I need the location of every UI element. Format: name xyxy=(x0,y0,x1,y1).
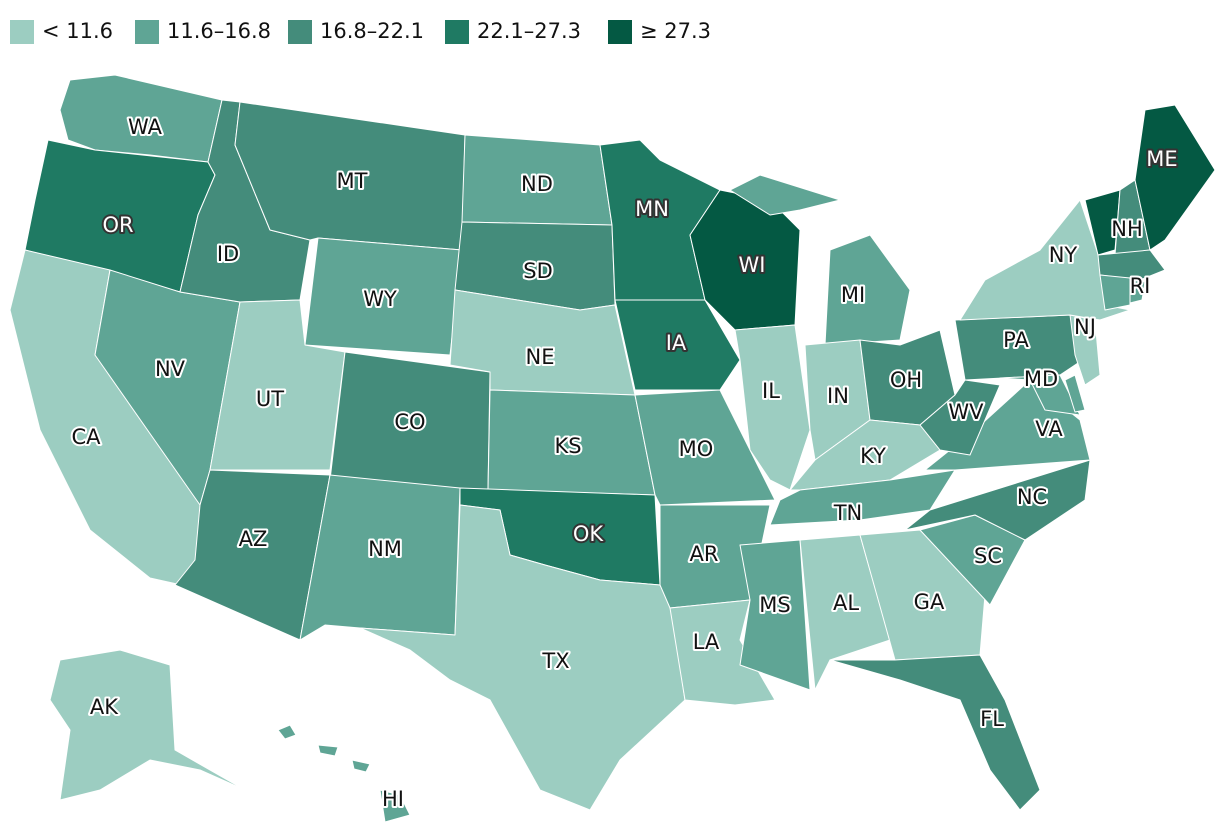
state-label: NY xyxy=(1049,243,1078,267)
state-shape xyxy=(317,744,339,757)
state-label: GA xyxy=(914,590,945,614)
state-shape xyxy=(999,374,1081,416)
state-shape xyxy=(829,654,1041,811)
state-label: RI xyxy=(1130,274,1151,298)
state-label: ME xyxy=(1146,147,1177,171)
state-shape xyxy=(379,789,411,823)
legend: < 11.6 11.6–16.8 16.8–22.1 22.1–27.3 ≥ 27.3 xyxy=(10,19,711,44)
states xyxy=(9,74,1216,823)
state-shape xyxy=(304,237,463,356)
state-shape xyxy=(1064,374,1086,413)
state-label: NV xyxy=(155,357,186,381)
legend-swatch xyxy=(445,20,469,44)
state-label: MD xyxy=(1024,367,1058,391)
state-label: NC xyxy=(1017,485,1047,509)
state-label: CO xyxy=(394,410,425,434)
state-label: IA xyxy=(666,331,687,355)
state-shape xyxy=(734,324,811,491)
legend-swatch xyxy=(135,20,159,44)
state-label: NE xyxy=(526,345,555,369)
state-label: SD xyxy=(523,259,553,283)
state-label: HI xyxy=(382,787,404,811)
state-label: LA xyxy=(693,630,720,654)
state-label: WA xyxy=(128,115,163,139)
state-shape xyxy=(739,539,811,691)
state-label: AK xyxy=(90,695,119,719)
state-label: WI xyxy=(739,253,766,277)
state-label: VA xyxy=(1035,417,1063,441)
state-shape xyxy=(59,74,223,163)
state-shape xyxy=(1099,274,1131,311)
legend-label: ≥ 27.3 xyxy=(640,19,711,43)
state-label: OK xyxy=(573,522,605,546)
state-shape xyxy=(614,299,741,391)
state-shape xyxy=(859,529,986,661)
state-label: MO xyxy=(679,437,714,461)
state-label: IN xyxy=(827,384,849,408)
state-label: NM xyxy=(368,537,402,561)
state-shape xyxy=(919,379,1001,456)
state-label: PA xyxy=(1003,328,1029,352)
state-shape xyxy=(277,724,297,740)
state-label: SC xyxy=(974,544,1002,568)
state-label: AZ xyxy=(239,527,268,551)
state-label: OH xyxy=(890,368,922,392)
state-shape xyxy=(634,389,776,506)
state-label: AR xyxy=(690,542,719,566)
state-label: FL xyxy=(980,707,1004,731)
legend-swatch xyxy=(288,20,312,44)
state-label: KY xyxy=(860,444,886,468)
state-label: TX xyxy=(541,649,569,673)
state-label: OR xyxy=(102,213,133,237)
state-shape xyxy=(689,189,801,331)
state-shape xyxy=(1097,249,1166,281)
legend-label: < 11.6 xyxy=(42,19,113,43)
state-label: UT xyxy=(256,387,284,411)
state-label: KS xyxy=(554,434,581,458)
state-label: CA xyxy=(71,425,101,449)
state-label: MN xyxy=(635,197,669,221)
state-label: WV xyxy=(948,400,984,424)
state-label: MI xyxy=(841,283,865,307)
state-label: MS xyxy=(759,593,790,617)
legend-label: 22.1–27.3 xyxy=(477,19,581,43)
state-label: NH xyxy=(1111,217,1143,241)
state-label: ID xyxy=(217,242,239,266)
state-label: MT xyxy=(337,169,368,193)
state-label: NJ xyxy=(1074,315,1096,339)
state-shape xyxy=(729,174,841,216)
state-label: IL xyxy=(762,379,780,403)
state-shape xyxy=(351,759,371,773)
legend-swatch xyxy=(10,20,34,44)
state-shape xyxy=(1134,104,1216,251)
state-shape xyxy=(359,504,686,811)
state-shape xyxy=(1069,314,1101,386)
legend-label: 16.8–22.1 xyxy=(320,19,424,43)
legend-swatch xyxy=(608,20,632,44)
state-labels: WA OR CA NV ID MT WY UT CO AZ NM ND SD NE KS OK TX MN IA MO… xyxy=(69,113,1179,813)
state-label: AL xyxy=(833,591,859,615)
state-shape xyxy=(769,469,956,526)
state-label: ND xyxy=(521,172,553,196)
state-label: WY xyxy=(363,287,397,311)
state-shape xyxy=(799,534,891,691)
state-label: TN xyxy=(833,501,863,525)
state-shape xyxy=(1129,277,1146,304)
state-shape xyxy=(49,649,246,801)
legend-label: 11.6–16.8 xyxy=(167,19,271,43)
state-shape xyxy=(824,234,911,346)
